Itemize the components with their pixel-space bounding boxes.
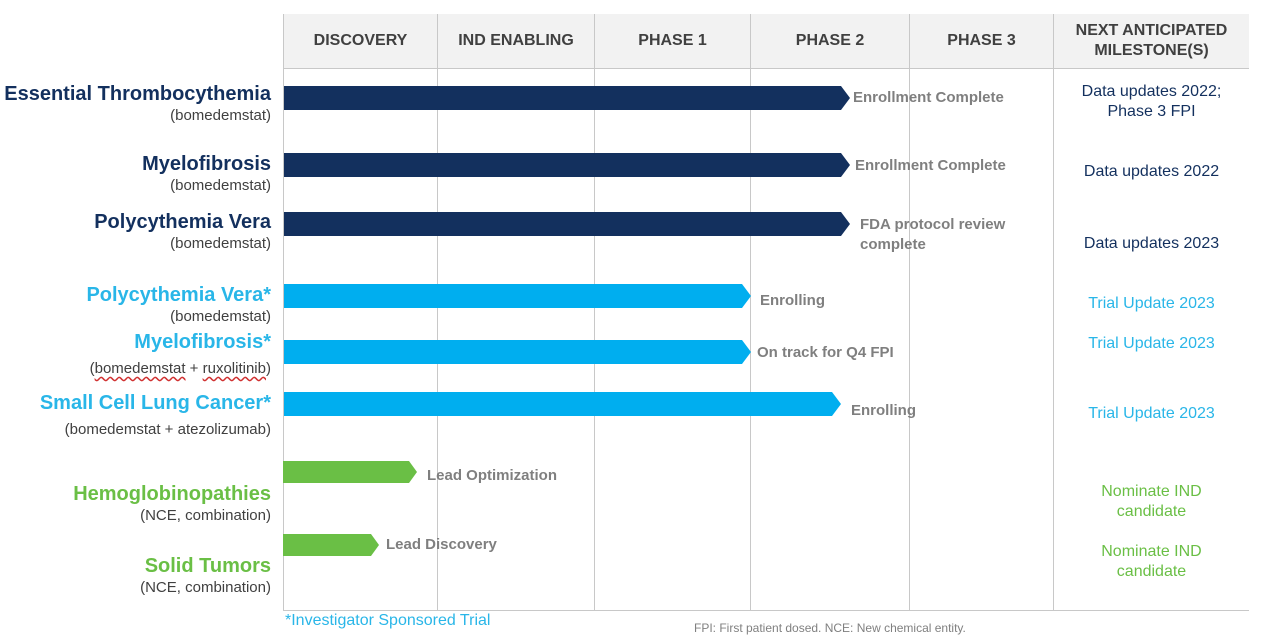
- status-text: Enrolling: [851, 402, 916, 419]
- status-text: FDA protocol review complete: [860, 216, 1006, 253]
- grid-line-phase2: [909, 14, 910, 610]
- milestone-text: Nominate IND candidate: [1101, 543, 1202, 580]
- compound-ruxolitinib: ruxolitinib: [202, 360, 266, 377]
- program-compound: (bomedemstat): [170, 235, 271, 252]
- header-phase-2: PHASE 2: [751, 14, 909, 68]
- grid-line-ind: [594, 14, 595, 610]
- status-text: On track for Q4 FPI: [757, 344, 894, 361]
- program-compound: (NCE, combination): [140, 579, 271, 596]
- program-name: Solid Tumors: [144, 555, 271, 577]
- progress-bar-myelofibrosis-ist: [284, 340, 751, 364]
- milestone-text: Nominate IND candidate: [1101, 483, 1202, 520]
- program-name: Hemoglobinopathies: [73, 483, 271, 505]
- status-text: Enrollment Complete: [855, 157, 1006, 174]
- program-label: Myelofibrosis (bomedemstat): [142, 152, 271, 196]
- header-phase-1: PHASE 1: [595, 14, 750, 68]
- status-text: Lead Optimization: [427, 467, 558, 484]
- footnote-ist: *Investigator Sponsored Trial: [285, 612, 491, 629]
- program-label: Essential Thrombocythemia (bomedemstat): [4, 82, 271, 126]
- program-name: Myelofibrosis*: [134, 331, 271, 353]
- milestone-text: Data updates 2022: [1083, 163, 1220, 180]
- program-name: Polycythemia Vera: [94, 211, 271, 233]
- program-label: Hemoglobinopathies (NCE, combination): [73, 482, 271, 526]
- program-label: Polycythemia Vera (bomedemstat): [94, 210, 271, 254]
- footnote-abbreviations: FPI: First patient dosed. NCE: New chemi…: [694, 621, 966, 635]
- milestone-text: Data updates 2022; Phase 3 FPI: [1081, 83, 1222, 120]
- grid-line-header: [283, 68, 1249, 69]
- milestone-text: Trial Update 2023: [1088, 405, 1215, 422]
- program-name: Small Cell Lung Cancer*: [39, 392, 271, 414]
- program-compound: (bomedemstat): [170, 107, 271, 124]
- program-compound: (bomedemstat + atezolizumab): [64, 421, 271, 438]
- progress-bar-myelofibrosis: [284, 153, 850, 177]
- header-milestone: NEXT ANTICIPATED MILESTONE(S): [1054, 14, 1249, 68]
- compound-bomedemstat: bomedemstat: [94, 360, 186, 377]
- program-label: Small Cell Lung Cancer* (bomedemstat + a…: [40, 391, 271, 440]
- program-label: Myelofibrosis* (bomedemstat + ruxolitini…: [90, 330, 271, 379]
- progress-bar-essential-thrombocythemia: [284, 86, 850, 110]
- compound-plus: +: [185, 360, 203, 377]
- progress-bar-hemoglobinopathies: [283, 461, 417, 483]
- header-discovery: DISCOVERY: [284, 14, 437, 68]
- program-label: Polycythemia Vera* (bomedemstat): [86, 283, 271, 327]
- progress-bar-polycythemia-vera-ist: [284, 284, 751, 308]
- program-name: Myelofibrosis: [142, 153, 271, 175]
- status-text: Enrolling: [760, 292, 825, 309]
- program-name: Essential Thrombocythemia: [4, 83, 271, 105]
- program-compound: (NCE, combination): [140, 507, 271, 524]
- status-text: Enrollment Complete: [853, 89, 1004, 106]
- program-compound: (bomedemstat + ruxolitinib): [90, 359, 271, 379]
- status-text: Lead Discovery: [386, 536, 497, 553]
- grid-line-phase1: [750, 14, 751, 610]
- program-compound: (bomedemstat): [170, 177, 271, 194]
- milestone-text: Data updates 2023: [1083, 235, 1220, 252]
- progress-bar-sclc-ist: [284, 392, 841, 416]
- grid-line-bottom: [283, 610, 1249, 611]
- progress-bar-solid-tumors: [283, 534, 379, 556]
- header-phase-3: PHASE 3: [910, 14, 1053, 68]
- compound-paren-open: (: [89, 360, 95, 377]
- header-ind-enabling: IND ENABLING: [438, 14, 594, 68]
- program-compound: (bomedemstat): [170, 308, 271, 325]
- grid-line-left: [283, 14, 284, 610]
- grid-line-phase3: [1053, 14, 1054, 610]
- compound-paren-close: ): [266, 360, 271, 377]
- milestone-text: Trial Update 2023: [1088, 335, 1215, 352]
- progress-bar-polycythemia-vera: [284, 212, 850, 236]
- program-label: Solid Tumors (NCE, combination): [140, 554, 271, 598]
- grid-line-discovery: [437, 14, 438, 610]
- program-name: Polycythemia Vera*: [86, 284, 271, 306]
- milestone-text: Trial Update 2023: [1088, 295, 1215, 312]
